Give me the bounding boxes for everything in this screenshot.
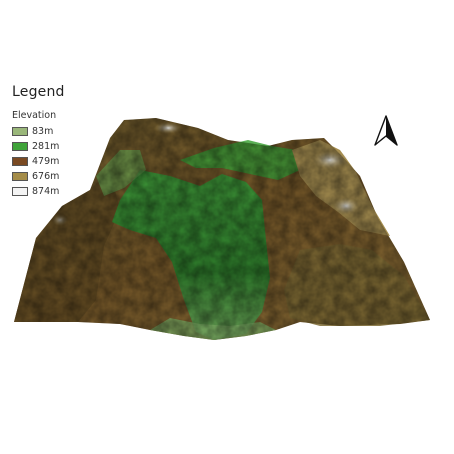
legend-title: Legend <box>12 84 65 100</box>
legend-swatch <box>12 141 28 151</box>
legend-label: 479m <box>32 155 60 167</box>
legend-label: 676m <box>32 170 60 182</box>
legend-swatch <box>12 126 28 136</box>
legend-swatch <box>12 171 28 181</box>
legend-label: 874m <box>32 185 60 197</box>
legend-swatch <box>12 156 28 166</box>
legend-subtitle: Elevation <box>12 110 57 121</box>
legend-item: 479m <box>12 155 102 167</box>
legend-label: 83m <box>32 125 54 137</box>
legend-swatch <box>12 186 28 196</box>
legend-item: 874m <box>12 185 102 197</box>
legend-item: 83m <box>12 125 102 137</box>
north-arrow-icon <box>374 115 398 146</box>
legend-label: 281m <box>32 140 60 152</box>
legend-item: 676m <box>12 170 102 182</box>
legend-item: 281m <box>12 140 102 152</box>
map-legend: Legend Elevation 83m 281m 479m 676m 874m <box>12 84 102 200</box>
